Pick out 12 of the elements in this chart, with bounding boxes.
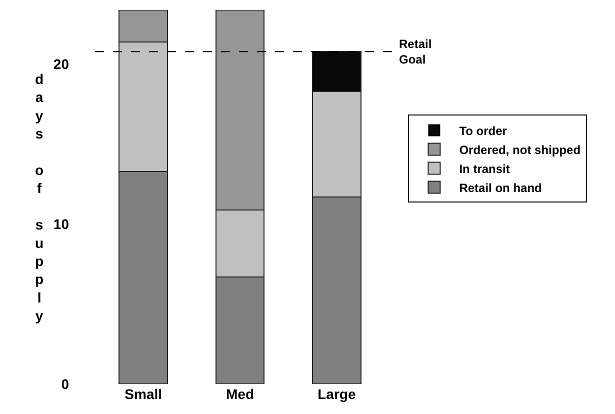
legend-label: Retail on hand	[459, 180, 542, 195]
legend-label: Ordered, not shipped	[459, 142, 581, 157]
legend-label: In transit	[459, 162, 510, 176]
x-tick-label: Small	[124, 386, 162, 402]
legend-label: To order	[459, 124, 508, 138]
text: days of supply	[35, 71, 44, 324]
y-tick-label: 20	[53, 56, 70, 72]
y-tick-label: 0	[61, 376, 70, 392]
y-tick-label: 10	[53, 216, 70, 232]
x-tick-label: Med	[226, 386, 254, 402]
ref-line-label: Retail Goal	[399, 37, 432, 67]
x-tick-label: Large	[318, 386, 356, 402]
